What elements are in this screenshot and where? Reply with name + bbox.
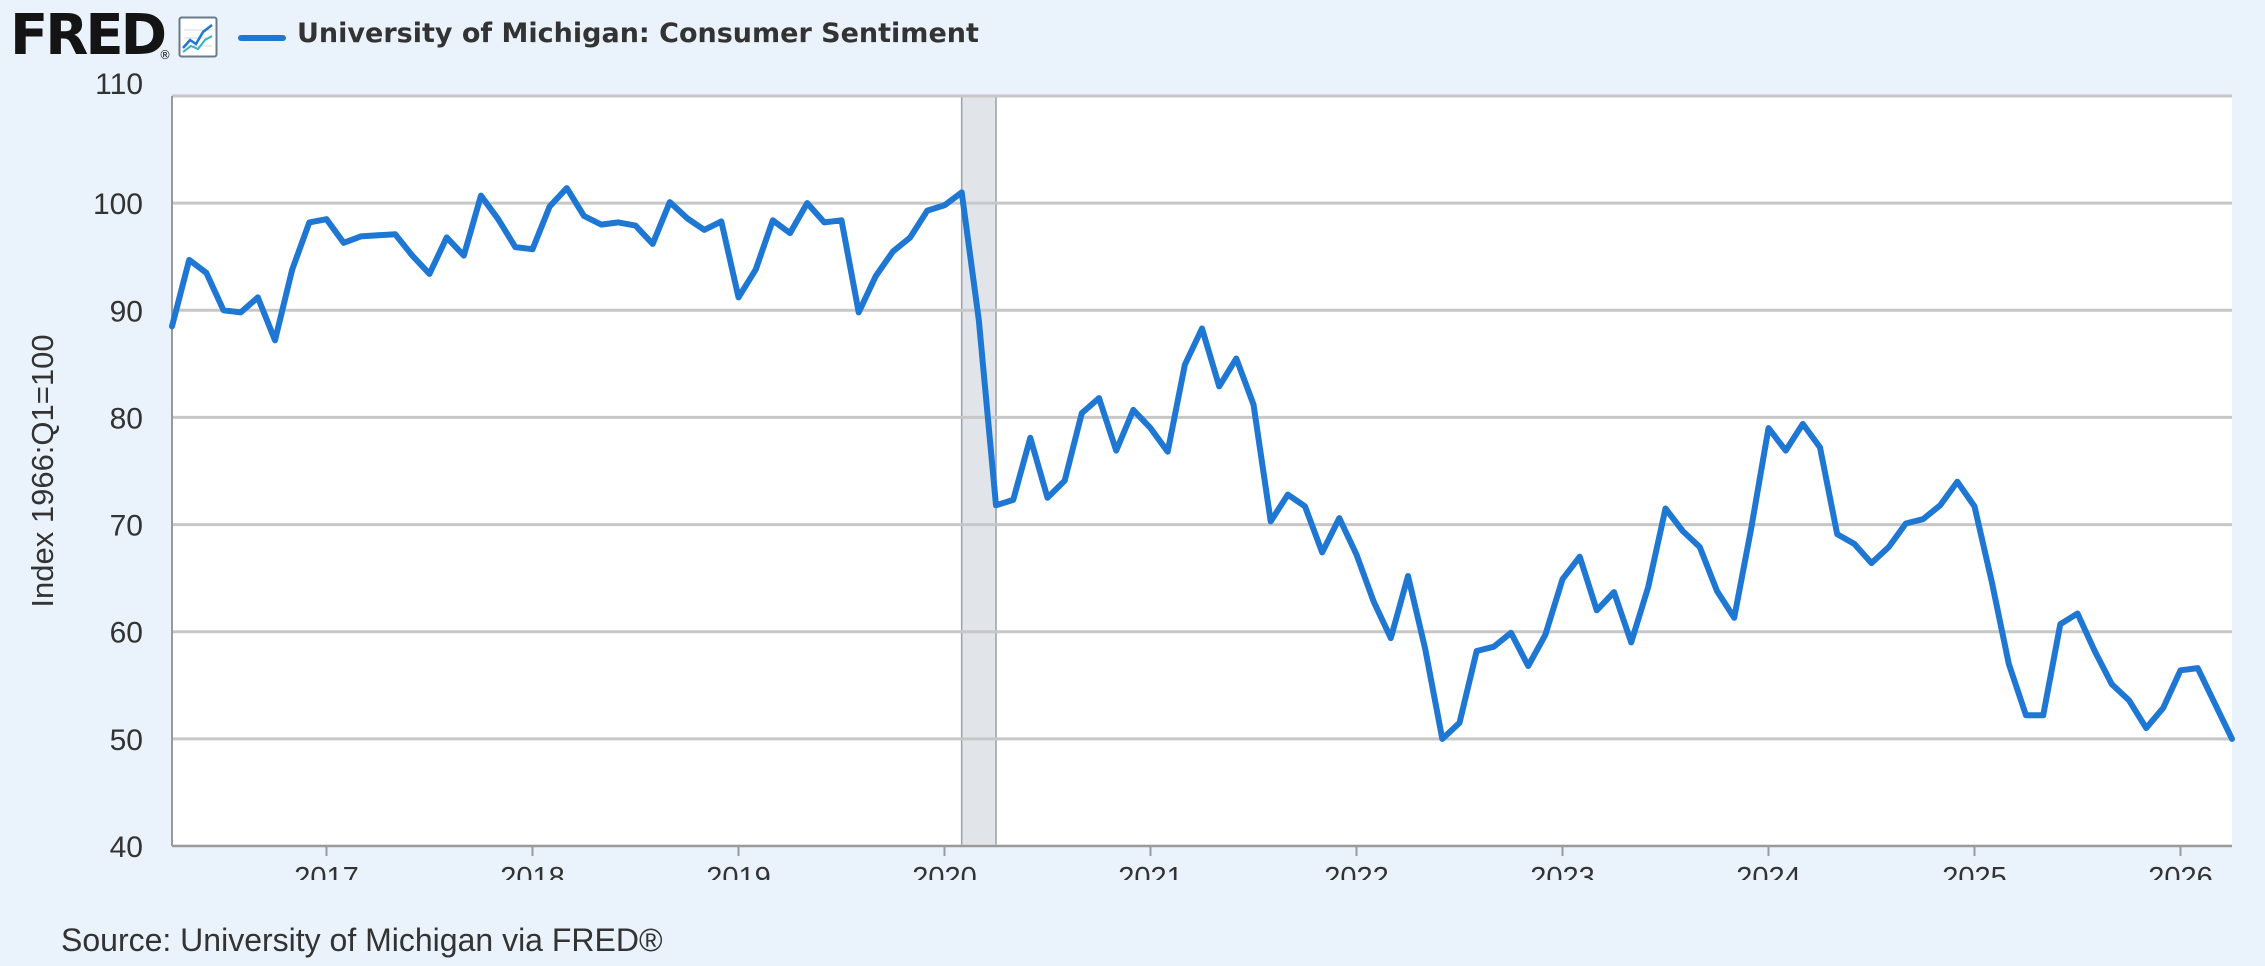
plot-area: [172, 96, 2232, 846]
x-tick-label: 2018: [500, 862, 565, 880]
y-tick-label: 110: [95, 68, 143, 101]
x-tick-label: 2025: [1942, 862, 2007, 880]
y-tick-label: 60: [110, 617, 143, 650]
fred-logo[interactable]: FRED: [10, 3, 167, 68]
y-tick-label: 50: [110, 724, 143, 757]
fred-logo-registered-mark: ®: [159, 48, 171, 62]
x-tick-label: 2023: [1530, 862, 1595, 880]
x-tick-label: 2026: [2148, 862, 2213, 880]
legend-series-label[interactable]: University of Michigan: Consumer Sentime…: [297, 18, 979, 49]
series-line[interactable]: [169, 185, 2235, 742]
line-chart: 40 50 60 70 80 90 100 110 2017 2018 2019 2020 2021 20…: [93, 68, 2235, 880]
y-tick-label: 80: [110, 402, 143, 435]
x-tick-label: 2020: [912, 862, 977, 880]
x-tick-label: 2019: [706, 862, 771, 880]
legend-series-swatch: [238, 35, 286, 41]
graph-icon[interactable]: [178, 16, 218, 58]
y-tick-label: 70: [110, 510, 143, 543]
y-tick-label: 100: [93, 188, 143, 221]
x-tick-label: 2017: [294, 862, 359, 880]
x-tick-label: 2021: [1118, 862, 1183, 880]
source-note: Source: University of Michigan via FRED®: [61, 922, 663, 958]
x-tick-label: 2022: [1324, 862, 1389, 880]
y-tick-label: 90: [110, 295, 143, 328]
x-tick-label: 2024: [1736, 862, 1801, 880]
y-tick-label: 40: [110, 831, 143, 864]
chart-header: FRED ® University of Michigan: Consumer …: [0, 0, 2265, 80]
